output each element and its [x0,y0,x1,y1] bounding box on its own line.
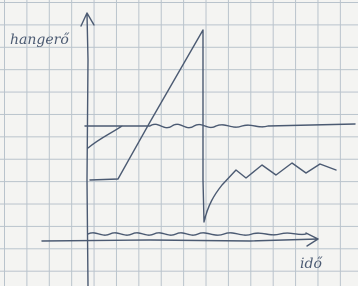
x-axis-label: idő [300,256,323,272]
y-axis-label: hangerő [10,32,70,48]
signal-start [88,126,122,148]
x-axis [42,239,318,241]
grid-paper: hangerő idő [0,0,358,286]
noise-line [88,233,306,235]
level-line [85,124,355,128]
sketch: hangerő idő [0,0,358,286]
y-axis [87,14,88,286]
